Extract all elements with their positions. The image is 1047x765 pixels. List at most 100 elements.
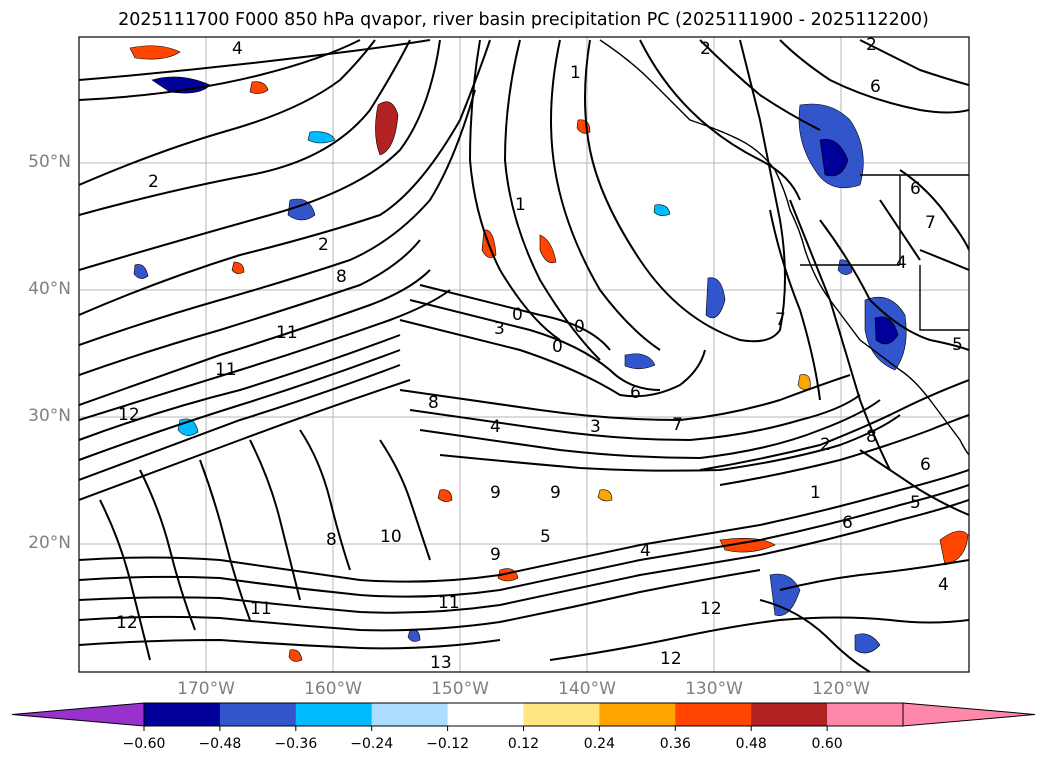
colorbar-extend-low	[11, 702, 145, 727]
precip-patch-blue	[705, 277, 726, 319]
colorbar-segment	[523, 703, 600, 726]
contour-label: 11	[276, 323, 298, 343]
contour-label: 5	[952, 335, 963, 355]
contour-label: 0	[552, 337, 563, 357]
contour-label: 6	[910, 179, 921, 199]
precip-patch-blue	[287, 198, 316, 221]
contour-label: 13	[430, 653, 452, 673]
contour-label: 9	[490, 545, 501, 565]
colorbar-tick-label: −0.60	[122, 736, 166, 752]
coastlines	[599, 39, 969, 456]
contour-label: 6	[842, 513, 853, 533]
contour-label: 9	[490, 483, 501, 503]
precip-patch-orange	[539, 234, 557, 264]
colorbar-tick-label: 0.24	[583, 736, 615, 752]
contour-label: 4	[938, 575, 949, 595]
colorbar-tick-label: −0.12	[426, 736, 470, 752]
lon-label-160w: 160°W	[304, 679, 362, 699]
contour-label: 7	[775, 310, 786, 330]
precip-patch-red	[375, 101, 399, 156]
contour-label: 6	[920, 455, 931, 475]
contour-label: 11	[215, 360, 237, 380]
contour-label: 11	[438, 593, 460, 613]
precip-patch-orange	[797, 374, 811, 390]
precip-patch-orange	[231, 261, 245, 274]
colorbar-outline	[143, 702, 904, 727]
contour-label: 2	[700, 39, 711, 59]
contour-label: 1	[570, 63, 581, 83]
precip-patch-darkblue	[874, 316, 899, 345]
colorbar-tick-label: 0.48	[735, 736, 767, 752]
precip-patch-orange	[597, 489, 613, 502]
precip-patch-orange	[719, 538, 776, 553]
contour-label: 4	[640, 541, 651, 561]
contour-label: 0	[512, 305, 523, 325]
colorbar-segment	[751, 703, 828, 726]
contour-label: 12	[118, 405, 140, 425]
colorbar-tick-label: −0.48	[198, 736, 242, 752]
contour-label: 4	[490, 417, 501, 437]
precip-patch-blue	[854, 633, 881, 654]
lon-label-130w: 130°W	[685, 679, 743, 699]
colorbar-segment	[675, 703, 752, 726]
lon-label-140w: 140°W	[558, 679, 616, 699]
precip-patch-orange	[288, 649, 303, 662]
contour-label: 2	[318, 235, 329, 255]
lon-label-150w: 150°W	[431, 679, 489, 699]
colorbar-tick-label: 0.60	[811, 736, 843, 752]
contour-label: 4	[896, 253, 907, 273]
contour-label: 7	[925, 213, 936, 233]
map-figure: 4 2 1 2 2 2 3 0 0 0 1 4 5 6 7 8 8 9 9 10…	[78, 35, 970, 673]
lat-label-20n: 20°N	[28, 533, 71, 553]
contour-label: 3	[590, 417, 601, 437]
lat-label-30n: 30°N	[28, 406, 71, 426]
contour-label: 12	[116, 613, 138, 633]
colorbar-segment	[371, 703, 449, 726]
colorbar-segment	[599, 703, 676, 726]
precip-patch-orange	[129, 45, 181, 60]
contour-label: 8	[326, 530, 337, 550]
colorbar-tick-label: −0.24	[350, 736, 394, 752]
colorbar-segment	[827, 703, 904, 726]
colorbar-extend-high	[902, 702, 1036, 727]
contour-label: 2	[820, 435, 831, 455]
contour-label: 3	[494, 319, 505, 339]
contour-label-group: 4 2 1 2 2 2 3 0 0 0 1 4 5 6 7 8 8 9 9 10…	[116, 35, 963, 673]
contour-label: 8	[866, 427, 877, 447]
colorbar-tick-label: 0.36	[659, 736, 691, 752]
precip-patch-orange	[437, 489, 453, 502]
precip-patch-darkblue	[819, 138, 849, 177]
contour-label: 8	[428, 393, 439, 413]
colorbar-segment	[447, 703, 524, 726]
map-title: 2025111700 F000 850 hPa qvapor, river ba…	[118, 10, 929, 30]
contour-label: 4	[232, 39, 243, 59]
precip-patch-blue	[653, 204, 671, 216]
contour-label: 6	[870, 77, 881, 97]
contour-label: 1	[810, 483, 821, 503]
colorbar-segment	[144, 703, 221, 726]
colorbar-segment	[295, 703, 373, 726]
precip-patch-blue	[624, 353, 656, 370]
contour-label: 10	[380, 527, 402, 547]
contour-label: 9	[550, 483, 561, 503]
map-frame	[78, 36, 970, 673]
contour-label: 5	[540, 527, 551, 547]
contour-label: 5	[910, 493, 921, 513]
contour-label: 11	[250, 599, 272, 619]
contour-label: 2	[148, 172, 159, 192]
colorbar-tick-label: 0.12	[507, 736, 540, 752]
qvapor-contours	[79, 39, 969, 672]
contour-label: 12	[660, 649, 682, 669]
lon-label-120w: 120°W	[812, 679, 870, 699]
contour-label: 7	[672, 415, 683, 435]
colorbar-tick-label: −0.36	[274, 736, 318, 752]
precip-patch-blue	[133, 264, 149, 279]
precip-patch-blue	[307, 131, 336, 144]
lat-label-40n: 40°N	[28, 279, 71, 299]
contour-label: 2	[866, 35, 877, 55]
lat-label-50n: 50°N	[28, 152, 71, 172]
contour-label: 6	[630, 383, 641, 403]
contour-label: 8	[336, 267, 347, 287]
lon-label-170w: 170°W	[177, 679, 235, 699]
colorbar-segments	[11, 702, 1036, 727]
